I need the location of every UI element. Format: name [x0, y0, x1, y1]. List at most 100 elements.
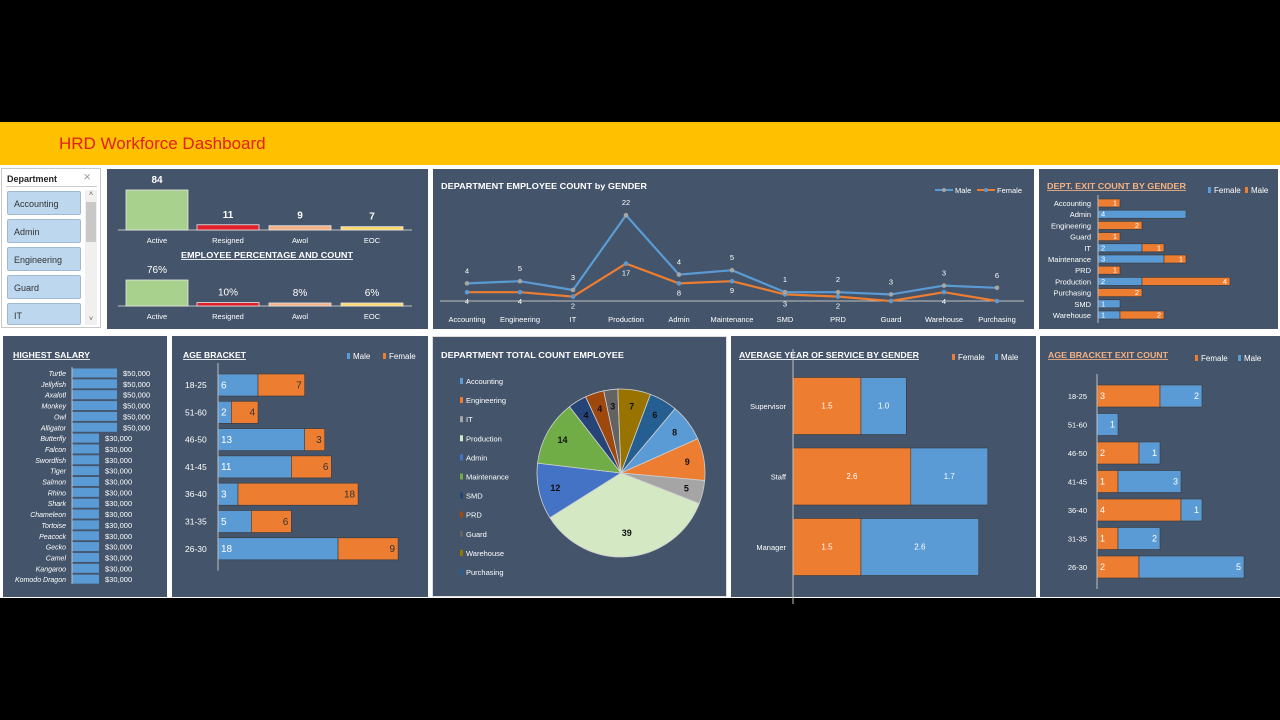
female-bar [1096, 498, 1182, 522]
male-bar [217, 537, 339, 561]
male-point [835, 289, 841, 295]
male-bar [1159, 384, 1203, 408]
bar-active [125, 189, 189, 231]
employee-name: Peacock [39, 534, 66, 541]
female-point [623, 261, 629, 266]
category-label: Maintenance [711, 315, 754, 324]
male-legend-label: Male [353, 352, 371, 361]
scroll-down-icon[interactable]: ˅ [88, 316, 94, 323]
age-exit-panel [1040, 336, 1280, 597]
slicer-item-it[interactable]: IT [7, 303, 81, 325]
male-data-label: 4 [677, 258, 681, 267]
data-label: 2 [1100, 562, 1105, 572]
legend-marker [460, 492, 463, 499]
male-legend-label: Male [1251, 186, 1269, 195]
employee-name: Shark [48, 501, 67, 508]
male-data-label: 5 [730, 253, 734, 262]
employee-name: Swordfish [35, 458, 66, 465]
female-bar [304, 428, 326, 451]
category-label: Active [147, 236, 167, 245]
female-bar [257, 373, 306, 397]
female-legend-marker [952, 354, 955, 360]
salary-value: $50,000 [123, 369, 150, 378]
legend-label: Maintenance [466, 473, 509, 482]
pie-data-label: 9 [685, 457, 690, 467]
scroll-up-icon[interactable]: ˄ [88, 191, 94, 198]
male-bar [1138, 555, 1245, 579]
clear-filter-icon[interactable]: ⨯ [83, 172, 92, 183]
data-label: 4 [1100, 505, 1105, 515]
category-label: 26-30 [1068, 563, 1087, 572]
salary-bar [72, 444, 99, 454]
female-bar [291, 455, 332, 479]
legend-label: Guard [466, 530, 487, 539]
legend-label: Engineering [466, 396, 506, 405]
legend-marker [460, 397, 463, 404]
legend-label: IT [466, 415, 473, 424]
slicer-item-guard[interactable]: Guard [7, 275, 81, 299]
slicer-item-accounting[interactable]: Accounting [7, 191, 81, 215]
category-label: Warehouse [925, 315, 963, 324]
data-label: 4 [249, 408, 255, 419]
employee-name: Salmon [42, 480, 66, 487]
pie-data-label: 4 [584, 411, 589, 421]
chart-title: DEPARTMENT EMPLOYEE COUNT by GENDER [441, 181, 647, 191]
male-bar [1141, 277, 1231, 286]
data-label: 2 [1157, 311, 1161, 320]
salary-bar [72, 379, 117, 389]
category-label: 26-30 [185, 544, 207, 554]
employee-name: Kangaroo [36, 566, 66, 573]
legend-marker [460, 473, 463, 480]
employee-name: Tortoise [41, 523, 66, 530]
scroll-thumb[interactable] [86, 202, 96, 242]
male-point [782, 289, 788, 295]
male-data-label: 5 [518, 264, 522, 273]
male-bar [910, 447, 989, 506]
salary-value: $30,000 [105, 553, 132, 562]
legend-label: Warehouse [466, 549, 504, 558]
female-bar [231, 400, 259, 424]
employee-name: Butterfly [40, 436, 66, 443]
salary-value: $30,000 [105, 543, 132, 552]
salary-bar [72, 411, 117, 421]
category-label: IT [570, 315, 577, 324]
category-label: PRD [1075, 266, 1091, 275]
male-point [570, 287, 576, 293]
salary-bar [72, 574, 99, 584]
category-label: Production [608, 315, 644, 324]
female-legend-marker [1208, 187, 1211, 193]
data-label: 4 [1101, 210, 1105, 219]
category-label: 41-45 [1068, 478, 1087, 487]
data-label: 6% [365, 288, 380, 299]
data-label: 1 [1157, 243, 1161, 252]
salary-bar [72, 498, 99, 508]
category-label: Purchasing [1053, 289, 1091, 298]
category-label: Manager [756, 543, 786, 552]
male-data-label: 3 [889, 277, 893, 286]
salary-value: $50,000 [123, 423, 150, 432]
data-label: 10% [218, 288, 238, 299]
header-banner: HRD Workforce Dashboard [0, 122, 1280, 165]
slicer-scrollbar[interactable]: ˄ ˅ [85, 190, 97, 325]
slicer-item-engineering[interactable]: Engineering [7, 247, 81, 271]
data-label: 13 [221, 435, 233, 446]
female-bar [792, 447, 912, 506]
male-legend-marker [1245, 187, 1248, 193]
legend-marker [460, 435, 463, 442]
category-label: Engineering [500, 315, 540, 324]
legend-label: PRD [466, 511, 482, 520]
pie-data-label: 12 [550, 483, 560, 493]
chart-title: AGE BRACKET [183, 350, 247, 360]
salary-bar [72, 542, 99, 552]
chart-title: DEPT. EXIT COUNT BY GENDER [1047, 181, 1186, 191]
category-label: 31-35 [185, 517, 207, 527]
legend-marker [460, 569, 463, 575]
slicer-item-admin[interactable]: Admin [7, 219, 81, 243]
data-label: 1 [1179, 255, 1183, 264]
category-label: Warehouse [1053, 311, 1091, 320]
data-label: 2 [1101, 277, 1105, 286]
legend-marker [460, 549, 463, 556]
female-point [994, 298, 1000, 304]
male-point [888, 292, 894, 297]
female-data-label: 3 [783, 299, 787, 308]
